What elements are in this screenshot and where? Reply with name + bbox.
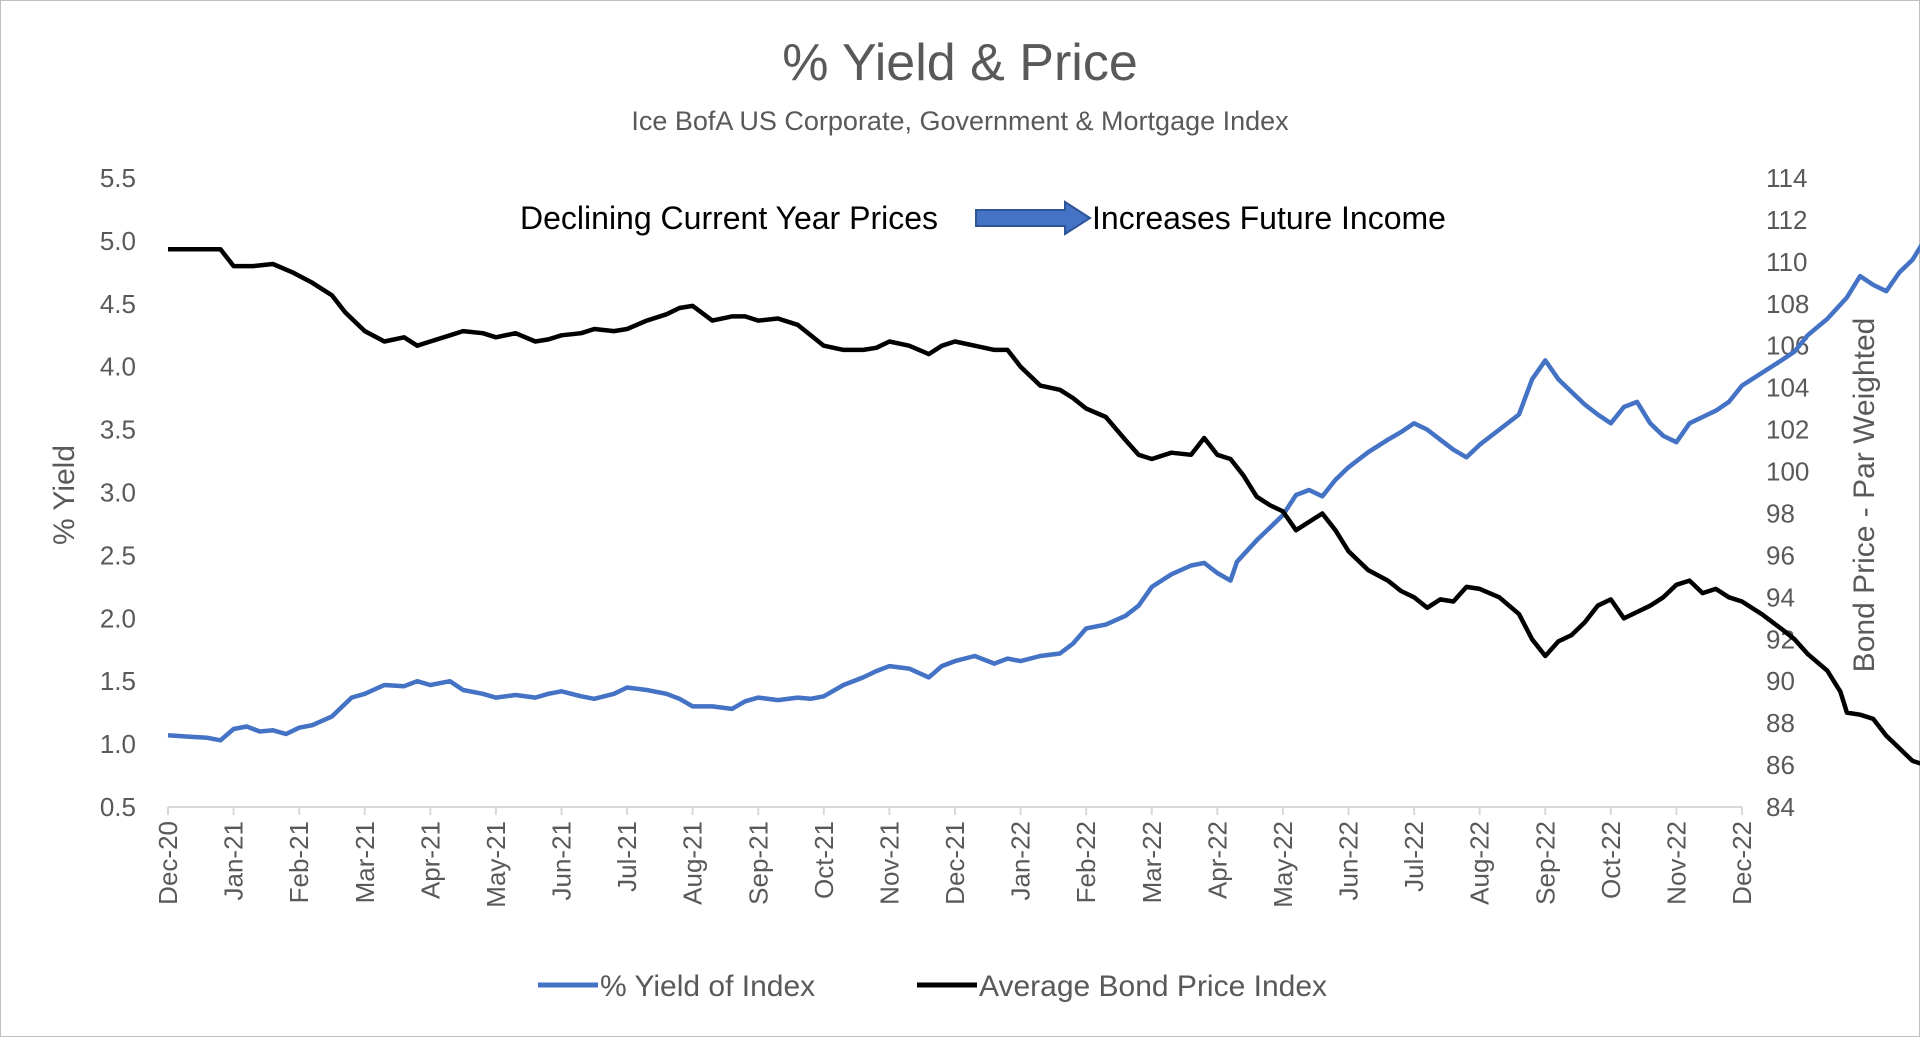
y2-tick-label: 110 xyxy=(1766,247,1807,277)
y-tick-label: 3.5 xyxy=(100,415,136,445)
y2-tick-label: 98 xyxy=(1766,498,1795,528)
x-tick-label: Jan-21 xyxy=(219,821,249,901)
x-tick-label: Jun-22 xyxy=(1334,821,1364,901)
y2-tick-label: 100 xyxy=(1766,457,1809,487)
y2-tick-label: 86 xyxy=(1766,750,1795,780)
y-tick-label: 2.0 xyxy=(100,603,136,633)
y2-tick-label: 84 xyxy=(1766,792,1795,822)
x-tick-label: Jul-21 xyxy=(612,821,642,892)
y-tick-label: 4.5 xyxy=(100,289,136,319)
x-tick-label: Jul-22 xyxy=(1399,821,1429,892)
x-tick-label: Mar-22 xyxy=(1137,821,1167,903)
y-axis-left: 0.5 1.0 1.5 2.0 2.5 3.0 3.5 4.0 4.5 5.0 5.5 xyxy=(100,163,136,822)
y-tick-label: 1.5 xyxy=(100,666,136,696)
x-tick-label: Feb-21 xyxy=(284,821,314,903)
y2-tick-label: 102 xyxy=(1766,415,1809,445)
y2-tick-label: 90 xyxy=(1766,666,1795,696)
y-axis-title: % Yield xyxy=(48,445,81,545)
y2-tick-label: 104 xyxy=(1766,373,1809,403)
x-tick-label: May-21 xyxy=(481,821,511,908)
annotation-left-text: Declining Current Year Prices xyxy=(520,200,938,236)
chart-subtitle: Ice BofA US Corporate, Government & Mort… xyxy=(631,106,1289,136)
arrow-icon xyxy=(975,200,1092,236)
x-tick-label: Dec-21 xyxy=(940,821,970,905)
y-tick-label: 5.5 xyxy=(100,163,136,193)
x-tick-label: May-22 xyxy=(1268,821,1298,908)
y2-tick-label: 108 xyxy=(1766,289,1809,319)
y2-tick-label: 114 xyxy=(1766,163,1807,193)
y2-tick-label: 88 xyxy=(1766,708,1795,738)
x-tick-label: Jan-22 xyxy=(1006,821,1036,901)
x-tick-label: Sep-21 xyxy=(743,821,773,905)
y2-tick-label: 112 xyxy=(1766,205,1807,235)
chart-title: % Yield & Price xyxy=(782,34,1138,92)
y-tick-label: 4.0 xyxy=(100,352,136,382)
series-line-yield xyxy=(167,243,1920,743)
y-tick-label: 3.0 xyxy=(100,478,136,508)
x-tick-label: Jun-21 xyxy=(547,821,577,901)
x-tick-label: Mar-21 xyxy=(350,821,380,903)
y-tick-label: 0.5 xyxy=(100,792,136,822)
x-tick-label: Oct-22 xyxy=(1596,821,1626,899)
legend: % Yield of Index Average Bond Price Inde… xyxy=(538,970,1327,1003)
x-tick-label: Aug-22 xyxy=(1465,821,1495,905)
y-tick-label: 1.0 xyxy=(100,729,136,759)
x-tick-label: Nov-21 xyxy=(874,821,904,905)
y-tick-label: 2.5 xyxy=(100,540,136,570)
legend-label-yield: % Yield of Index xyxy=(600,970,815,1003)
x-tick-label: Oct-21 xyxy=(809,821,839,899)
x-tick-label: Dec-22 xyxy=(1727,821,1757,905)
series-line-price xyxy=(168,247,1920,766)
annotation: Declining Current Year Prices Increases … xyxy=(520,200,1446,236)
x-tick-label: Sep-22 xyxy=(1530,821,1560,905)
x-tick-label: Feb-22 xyxy=(1071,821,1101,903)
y2-tick-label: 94 xyxy=(1766,582,1795,612)
x-tick-label: Dec-20 xyxy=(153,821,183,905)
x-tick-label: Apr-22 xyxy=(1202,821,1232,899)
x-tick-label: Apr-21 xyxy=(415,821,445,899)
x-tick-label: Nov-22 xyxy=(1661,821,1691,905)
series-lines xyxy=(167,243,1920,766)
y2-tick-label: 96 xyxy=(1766,540,1795,570)
x-axis: Dec-20 Jan-21 Feb-21 Mar-21 Apr-21 May-21 Jun-… xyxy=(153,807,1757,908)
y2-axis-title: Bond Price - Par Weighted xyxy=(1848,318,1881,673)
x-tick-label: Aug-21 xyxy=(678,821,708,905)
annotation-right-text: Increases Future Income xyxy=(1092,200,1446,236)
y-tick-label: 5.0 xyxy=(100,226,136,256)
legend-label-price: Average Bond Price Index xyxy=(979,970,1327,1003)
